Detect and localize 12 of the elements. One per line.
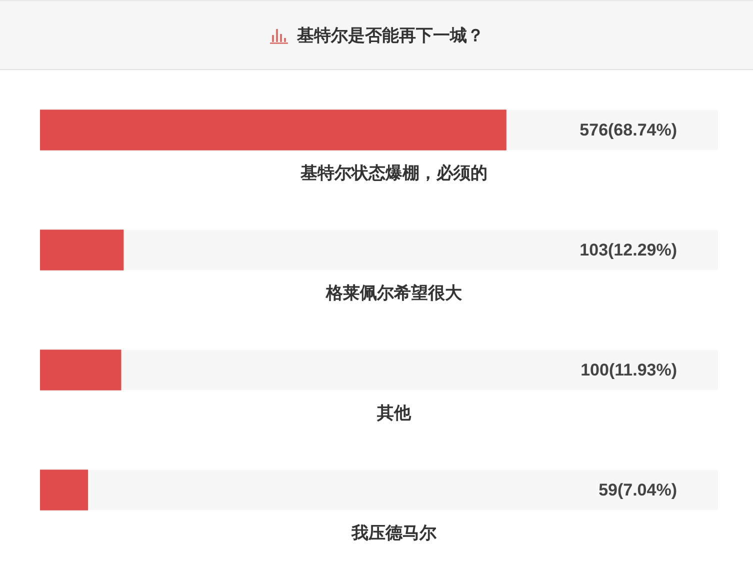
data-label: 100(11.93%) bbox=[580, 360, 677, 380]
chart-title: 基特尔是否能再下一城？ bbox=[297, 24, 484, 46]
y-tick-label: 基特尔状态爆棚，必须的 bbox=[300, 164, 488, 183]
bar bbox=[40, 230, 124, 270]
bar bbox=[40, 470, 88, 510]
y-tick-label: 格莱佩尔希望很大 bbox=[325, 284, 463, 303]
data-label: 576(68.74%) bbox=[580, 120, 677, 140]
data-label: 103(12.29%) bbox=[580, 240, 677, 260]
y-tick-label: 我压德马尔 bbox=[350, 524, 438, 543]
y-tick-label: 其他 bbox=[376, 404, 412, 423]
bar bbox=[40, 350, 122, 390]
data-label: 59(7.04%) bbox=[598, 480, 677, 500]
